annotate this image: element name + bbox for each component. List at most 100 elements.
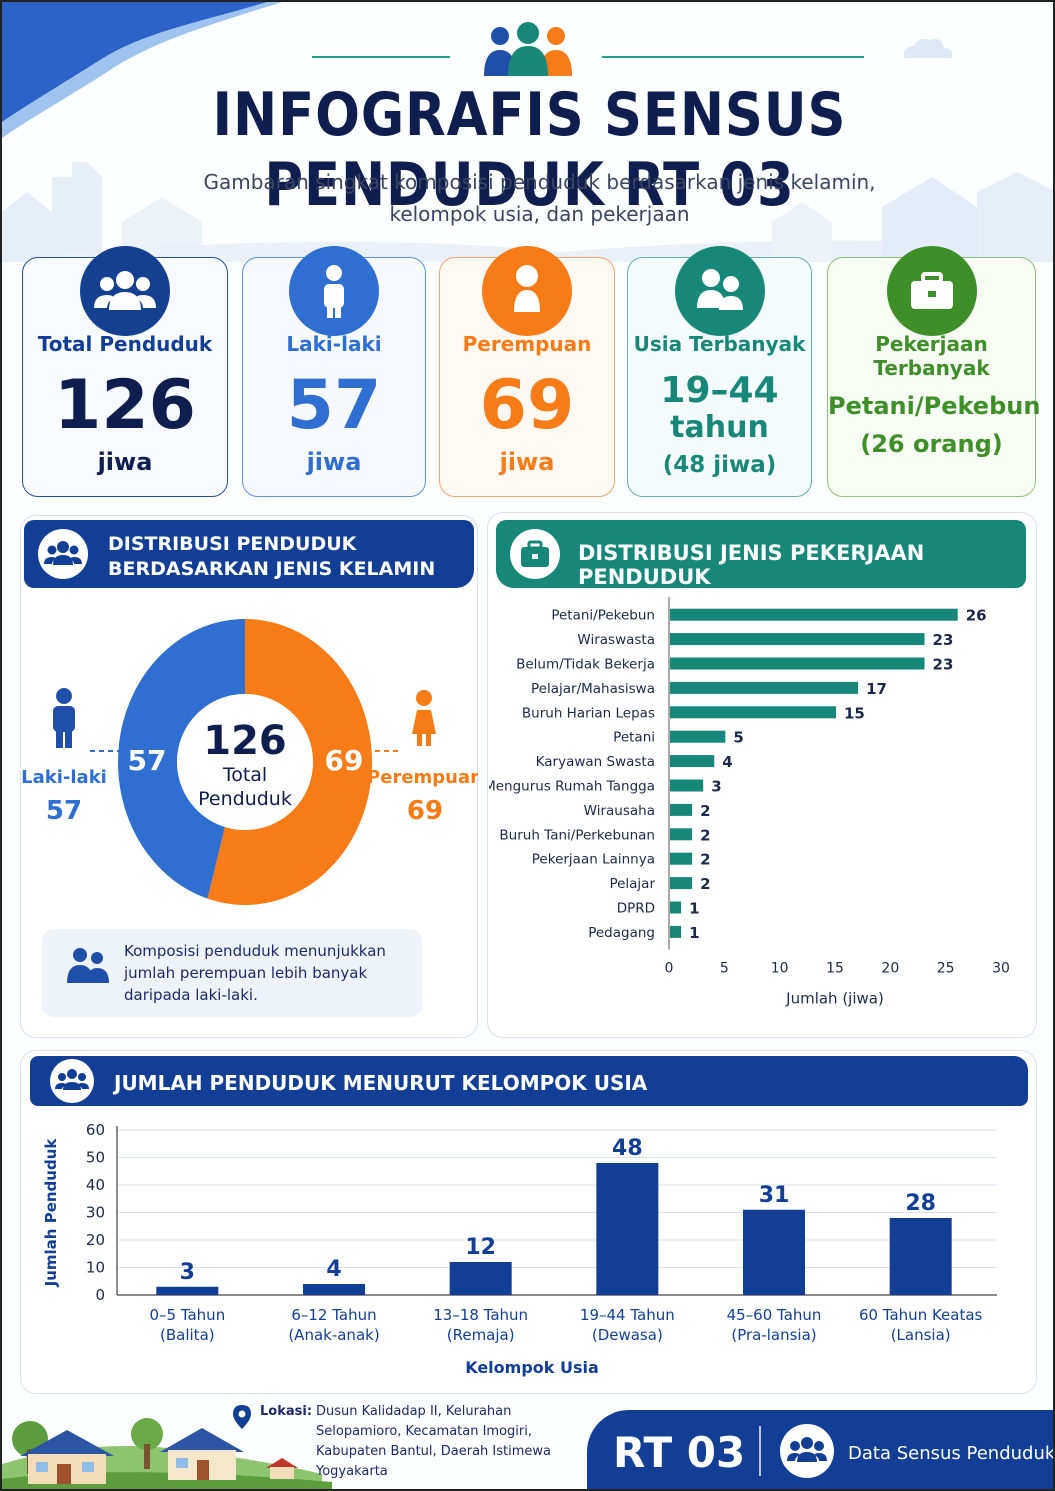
stat-female-value: 69	[479, 366, 575, 445]
job-bar	[670, 730, 726, 743]
footer-band: RT 03 Data Sensus Penduduk	[587, 1410, 1053, 1489]
stat-male-value: 57	[286, 366, 382, 445]
age-y-tick-label: 60	[86, 1121, 105, 1139]
age-category-label: 0–5 Tahun	[149, 1306, 225, 1324]
stat-age-label: Usia Terbanyak	[633, 332, 806, 356]
job-category-label: Pedagang	[588, 925, 655, 941]
gender-panel-title-line-1: DISTRIBUSI PENDUDUK	[108, 533, 357, 555]
job-bar	[670, 779, 704, 792]
stat-total-unit: jiwa	[97, 448, 153, 476]
job-category-label: Pelajar	[609, 876, 655, 892]
gender-note-box	[42, 929, 422, 1017]
age-category-label: 19–44 Tahun	[580, 1306, 675, 1324]
stat-female-unit: jiwa	[499, 448, 555, 476]
age-bar	[156, 1286, 219, 1295]
age-category-label: 60 Tahun Keatas	[859, 1306, 983, 1324]
people-icon	[38, 529, 88, 579]
job-bar-value-label: 3	[711, 778, 721, 796]
age-bar	[743, 1209, 805, 1295]
job-x-tick-label: 25	[937, 961, 955, 977]
age-category-sublabel: (Dewasa)	[592, 1326, 663, 1344]
stat-female-label: Perempuan	[462, 332, 592, 356]
female-legend-label: Perempuan	[367, 767, 478, 788]
age-y-tick-label: 30	[86, 1204, 105, 1222]
people-icon	[67, 948, 109, 983]
age-category-label: 45–60 Tahun	[727, 1306, 822, 1324]
job-category-label: Buruh Tani/Perkebunan	[499, 827, 655, 843]
job-bar	[670, 657, 925, 670]
age-y-tick-label: 50	[86, 1149, 105, 1167]
age-panel	[20, 1050, 1037, 1394]
gender-panel-title: DISTRIBUSI PENDUDUK BERDASARKAN JENIS KE…	[108, 532, 435, 582]
job-category-label: DPRD	[617, 901, 655, 917]
donut-slice-male	[118, 619, 245, 899]
footer-location: Lokasi: Dusun Kalidadap II, Kelurahan Se…	[260, 1402, 590, 1479]
people-icon	[50, 1059, 94, 1103]
stat-male-label: Laki-laki	[286, 332, 382, 356]
job-bar-value-label: 5	[733, 729, 743, 747]
stat-job-label: Pekerjaan Terbanyak	[873, 332, 990, 380]
stat-card-female: Perempuan 69 jiwa	[439, 246, 615, 497]
job-bar-value-label: 2	[700, 802, 710, 820]
age-panel-title: JUMLAH PENDUDUK MENURUT KELOMPOK USIA	[114, 1071, 648, 1095]
job-bar-value-label: 2	[700, 875, 710, 893]
people-icon	[674, 246, 765, 336]
age-y-tick-label: 10	[86, 1259, 105, 1277]
job-bar-value-label: 26	[966, 607, 987, 625]
gender-donut-chart: 126 Total Penduduk 57 69 Laki-laki 57 Pe…	[22, 619, 478, 905]
female-person-icon	[482, 246, 572, 336]
footer-location-text: Dusun Kalidadap II, Kelurahan Selopamior…	[316, 1404, 552, 1479]
job-category-label: Petani	[613, 730, 655, 746]
job-category-label: Wirausaha	[584, 803, 655, 819]
location-pin-icon	[233, 1405, 251, 1429]
stat-job-count: (26 orang)	[860, 430, 1003, 458]
gender-panel-banner: DISTRIBUSI PENDUDUK BERDASARKAN JENIS KE…	[24, 520, 474, 588]
job-bar-value-label: 4	[722, 753, 732, 771]
job-bar-value-label: 2	[700, 826, 710, 844]
job-bar-value-label: 1	[689, 924, 699, 942]
village-houses-illustration	[2, 1418, 332, 1489]
job-bar	[670, 681, 859, 694]
female-legend-value: 69	[407, 796, 443, 826]
cloud-decoration	[903, 38, 953, 58]
job-bar	[670, 755, 715, 768]
job-category-label: Wiraswasta	[577, 632, 655, 648]
stat-age-unit: tahun	[670, 410, 769, 445]
job-x-tick-label: 5	[720, 961, 729, 977]
job-bar	[670, 852, 693, 865]
job-bar	[670, 901, 682, 914]
job-panel-banner: DISTRIBUSI JENIS PEKERJAAN PENDUDUK	[496, 520, 1026, 589]
age-y-tick-label: 0	[95, 1286, 105, 1304]
people-icon	[80, 246, 170, 336]
job-bar-value-label: 17	[866, 680, 887, 698]
job-bar-value-label: 23	[933, 631, 954, 649]
job-bar	[670, 608, 958, 621]
age-bar-value-label: 31	[759, 1183, 790, 1208]
age-category-label: 6–12 Tahun	[291, 1306, 376, 1324]
gender-panel-title-line-2: BERDASARKAN JENIS KELAMIN	[108, 558, 436, 580]
male-person-icon	[53, 688, 75, 748]
job-bar	[670, 803, 693, 816]
corner-wave-decoration	[2, 2, 282, 138]
age-bar	[596, 1163, 659, 1295]
stat-male-unit: jiwa	[306, 448, 362, 476]
donut-center-label-2: Penduduk	[198, 788, 292, 810]
job-x-axis-title: Jumlah (jiwa)	[785, 990, 884, 1008]
job-panel-title: DISTRIBUSI JENIS PEKERJAAN PENDUDUK	[578, 541, 925, 589]
job-category-label: Pekerjaan Lainnya	[532, 852, 655, 868]
donut-male-value: 57	[128, 744, 167, 777]
age-y-axis-title: Jumlah Penduduk	[42, 1138, 60, 1288]
footer-location-label: Lokasi:	[260, 1404, 313, 1419]
stat-age-range: 19–44	[660, 370, 779, 411]
subtitle-line-2: kelompok usia, dan pekerjaan	[389, 202, 690, 226]
job-category-label: Petani/Pekebun	[551, 608, 655, 624]
male-legend-value: 57	[46, 796, 82, 826]
title-divider-left	[312, 56, 450, 58]
job-bar-value-label: 15	[844, 704, 865, 722]
age-y-tick-label: 40	[86, 1176, 105, 1194]
job-x-tick-label: 15	[826, 961, 844, 977]
job-panel	[487, 512, 1037, 1038]
age-category-sublabel: (Lansia)	[891, 1326, 951, 1344]
